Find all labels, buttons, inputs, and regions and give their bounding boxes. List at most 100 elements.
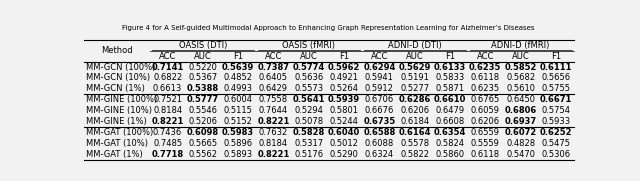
Text: ACC: ACC: [477, 52, 494, 61]
Text: 0.6324: 0.6324: [365, 150, 394, 159]
Text: 0.6608: 0.6608: [435, 117, 465, 126]
Text: 0.5636: 0.5636: [294, 73, 323, 83]
Text: 0.5871: 0.5871: [435, 84, 465, 93]
Text: Method: Method: [101, 46, 132, 55]
Text: 0.6559: 0.6559: [471, 128, 500, 137]
Text: 0.5220: 0.5220: [188, 63, 218, 71]
Text: F1: F1: [233, 52, 243, 61]
Text: 0.5933: 0.5933: [541, 117, 570, 126]
Text: MM-GINE (100%): MM-GINE (100%): [86, 95, 157, 104]
Text: 0.5191: 0.5191: [400, 73, 429, 83]
Text: 0.5367: 0.5367: [188, 73, 218, 83]
Text: 0.5983: 0.5983: [222, 128, 254, 137]
Text: 0.6450: 0.6450: [506, 95, 535, 104]
Text: 0.5893: 0.5893: [223, 150, 253, 159]
Text: 0.5610: 0.5610: [506, 84, 535, 93]
Text: 0.5470: 0.5470: [506, 150, 535, 159]
Text: Figure 4 for A Self-guided Multimodal Approach to Enhancing Graph Representation: Figure 4 for A Self-guided Multimodal Ap…: [122, 25, 534, 31]
Text: 0.5629: 0.5629: [399, 63, 431, 71]
Text: 0.4828: 0.4828: [506, 139, 535, 148]
Text: 0.5562: 0.5562: [188, 150, 218, 159]
Text: 0.6252: 0.6252: [540, 128, 572, 137]
Text: 0.4852: 0.4852: [224, 73, 253, 83]
Text: MM-GINE (1%): MM-GINE (1%): [86, 117, 147, 126]
Text: 0.6206: 0.6206: [470, 117, 500, 126]
Text: 0.7632: 0.7632: [259, 128, 288, 137]
Text: 0.6286: 0.6286: [399, 95, 431, 104]
Text: 0.5824: 0.5824: [435, 139, 465, 148]
Text: 0.5656: 0.5656: [541, 73, 570, 83]
Text: 0.6588: 0.6588: [364, 128, 396, 137]
Text: MM-GINE (10%): MM-GINE (10%): [86, 106, 152, 115]
Text: OASIS (fMRI): OASIS (fMRI): [282, 41, 335, 50]
Text: 0.5277: 0.5277: [400, 84, 429, 93]
Text: 0.6098: 0.6098: [187, 128, 219, 137]
Text: 0.6294: 0.6294: [363, 63, 396, 71]
Text: 0.5939: 0.5939: [328, 95, 360, 104]
Text: MM-GAT (10%): MM-GAT (10%): [86, 139, 148, 148]
Text: 0.7436: 0.7436: [153, 128, 182, 137]
Text: 0.8184: 0.8184: [153, 106, 182, 115]
Text: AUC: AUC: [512, 52, 529, 61]
Text: 0.7485: 0.7485: [153, 139, 182, 148]
Text: OASIS (DTI): OASIS (DTI): [179, 41, 227, 50]
Text: MM-GCN (10%): MM-GCN (10%): [86, 73, 150, 83]
Text: ACC: ACC: [159, 52, 176, 61]
Text: 0.5962: 0.5962: [328, 63, 360, 71]
Text: ADNI-D (DTI): ADNI-D (DTI): [388, 41, 442, 50]
Text: 0.5176: 0.5176: [294, 150, 323, 159]
Text: 0.6479: 0.6479: [435, 106, 465, 115]
Text: 0.8184: 0.8184: [259, 139, 288, 148]
Text: 0.6072: 0.6072: [504, 128, 537, 137]
Text: 0.5290: 0.5290: [330, 150, 358, 159]
Text: 0.5833: 0.5833: [435, 73, 465, 83]
Text: 0.6937: 0.6937: [504, 117, 536, 126]
Text: 0.5546: 0.5546: [188, 106, 218, 115]
Text: 0.6088: 0.6088: [365, 139, 394, 148]
Text: 0.6405: 0.6405: [259, 73, 288, 83]
Text: 0.7558: 0.7558: [259, 95, 288, 104]
Text: 0.7521: 0.7521: [153, 95, 182, 104]
Text: 0.5822: 0.5822: [400, 150, 429, 159]
Text: 0.5641: 0.5641: [292, 95, 325, 104]
Text: F1: F1: [445, 52, 455, 61]
Text: 0.5559: 0.5559: [471, 139, 500, 148]
Text: 0.6671: 0.6671: [540, 95, 572, 104]
Text: 0.4993: 0.4993: [224, 84, 253, 93]
Text: 0.5754: 0.5754: [541, 106, 570, 115]
Text: 0.6164: 0.6164: [399, 128, 431, 137]
Text: 0.5801: 0.5801: [330, 106, 358, 115]
Text: 0.5573: 0.5573: [294, 84, 323, 93]
Text: F1: F1: [551, 52, 561, 61]
Text: 0.6676: 0.6676: [365, 106, 394, 115]
Text: F1: F1: [339, 52, 349, 61]
Text: 0.5317: 0.5317: [294, 139, 323, 148]
Text: ACC: ACC: [371, 52, 388, 61]
Text: 0.5078: 0.5078: [294, 117, 323, 126]
Text: 0.6765: 0.6765: [470, 95, 500, 104]
Text: 0.6118: 0.6118: [470, 150, 500, 159]
Text: 0.6111: 0.6111: [540, 63, 572, 71]
Text: 0.7644: 0.7644: [259, 106, 288, 115]
Text: 0.5665: 0.5665: [188, 139, 218, 148]
Text: 0.6133: 0.6133: [434, 63, 466, 71]
Text: 0.6235: 0.6235: [469, 63, 502, 71]
Text: ACC: ACC: [265, 52, 282, 61]
Text: 0.6004: 0.6004: [224, 95, 253, 104]
Text: 0.6354: 0.6354: [434, 128, 466, 137]
Text: MM-GCN (100%): MM-GCN (100%): [86, 63, 156, 71]
Text: 0.5912: 0.5912: [365, 84, 394, 93]
Text: 0.5941: 0.5941: [365, 73, 394, 83]
Text: MM-GCN (1%): MM-GCN (1%): [86, 84, 145, 93]
Text: MM-GAT (1%): MM-GAT (1%): [86, 150, 143, 159]
Text: 0.6613: 0.6613: [153, 84, 182, 93]
Text: 0.8221: 0.8221: [257, 117, 290, 126]
Text: 0.5206: 0.5206: [188, 117, 218, 126]
Text: 0.5755: 0.5755: [541, 84, 570, 93]
Text: 0.8221: 0.8221: [152, 117, 184, 126]
Text: 0.7141: 0.7141: [152, 63, 184, 71]
Text: 0.8221: 0.8221: [257, 150, 290, 159]
Text: MM-GAT (100%): MM-GAT (100%): [86, 128, 153, 137]
Text: 0.5306: 0.5306: [541, 150, 570, 159]
Text: 0.6706: 0.6706: [365, 95, 394, 104]
